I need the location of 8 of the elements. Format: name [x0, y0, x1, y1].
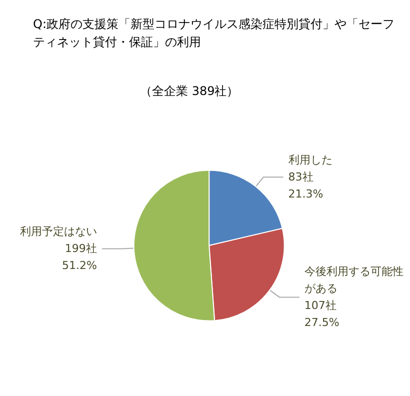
data-label: 199社 51.2%	[62, 242, 97, 272]
chart-title: Q:政府の支援策「新型コロナウイルス感染症特別貸付」や「セーフティネット貸付・保証」の利用	[33, 17, 394, 49]
chart-subtitle: （全企業 389社）	[140, 84, 239, 98]
data-label: 107社 27.5%	[304, 299, 340, 330]
slice-label: 利用予定はない	[20, 225, 97, 238]
slice-label: 今後利用する可能性がある	[304, 265, 404, 296]
slice-label: 利用した	[288, 154, 332, 167]
data-label: 83社 21.3%	[288, 170, 324, 201]
